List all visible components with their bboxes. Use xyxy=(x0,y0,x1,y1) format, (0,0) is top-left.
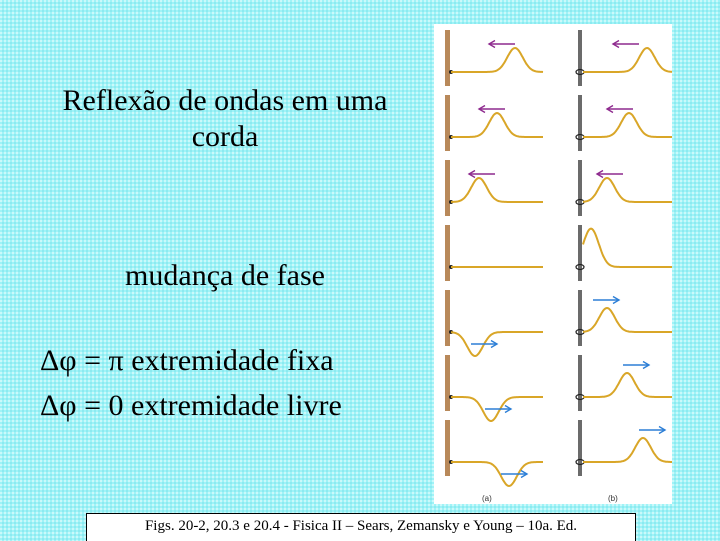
phase-value: π xyxy=(108,344,124,377)
wave-pulse xyxy=(583,111,672,138)
wave-pulse xyxy=(451,46,544,73)
arrow-head-icon xyxy=(605,104,614,114)
panel-a-label: (a) xyxy=(482,494,492,503)
slide-subtitle: mudança de fase xyxy=(125,259,325,292)
free-end-rod xyxy=(578,290,582,346)
free-end-rod xyxy=(578,355,582,411)
equals-sign: = xyxy=(76,389,109,422)
arrow-head-icon xyxy=(658,425,667,435)
wave-pulse xyxy=(582,306,672,333)
formula-fixed-end: Δφ = π extremidade fixa xyxy=(40,343,334,379)
fixed-end-wall xyxy=(445,420,450,476)
panel-a-fixed-end xyxy=(445,30,544,488)
fixed-end-wall xyxy=(445,290,450,346)
formula-label: extremidade livre xyxy=(123,389,342,422)
free-end-rod xyxy=(578,225,582,281)
equals-sign: = xyxy=(76,344,109,377)
free-end-rod xyxy=(578,420,582,476)
arrow-head-icon xyxy=(487,39,496,49)
wave-pulse xyxy=(583,371,672,398)
wave-pulse xyxy=(451,111,543,138)
fixed-end-wall xyxy=(445,225,450,281)
arrow-head-icon xyxy=(504,404,513,414)
phase-symbol: Δφ xyxy=(40,389,77,422)
phase-symbol: Δφ xyxy=(40,344,77,377)
figure-caption: Figs. 20-2, 20.3 e 20.4 - Fisica II – Se… xyxy=(86,513,636,541)
wave-reflection-figure: (a) (b) xyxy=(434,24,672,504)
fixed-end-wall xyxy=(445,95,450,151)
wave-pulse xyxy=(583,46,672,73)
free-end-rod xyxy=(578,30,582,86)
title-line-1: Reflexão de ondas em uma xyxy=(62,84,388,117)
arrow-head-icon xyxy=(520,469,529,479)
slide-title: Reflexão de ondas em uma corda xyxy=(20,83,430,155)
arrow-head-icon xyxy=(611,39,620,49)
wave-pulse xyxy=(582,227,672,268)
arrow-head-icon xyxy=(642,360,651,370)
wave-pulse xyxy=(451,461,543,488)
panel-b-free-end xyxy=(575,30,672,476)
phase-value: 0 xyxy=(108,389,124,422)
arrow-head-icon xyxy=(612,295,621,305)
wave-pulse xyxy=(582,176,672,203)
free-end-rod xyxy=(578,95,582,151)
title-line-2: corda xyxy=(191,120,259,153)
wave-pulse xyxy=(451,396,543,422)
fixed-end-wall xyxy=(445,30,450,86)
figure-canvas: (a) (b) xyxy=(445,30,672,503)
fixed-end-wall xyxy=(445,160,450,216)
free-end-rod xyxy=(578,160,582,216)
arrow-head-icon xyxy=(467,169,476,179)
panel-b-label: (b) xyxy=(608,494,618,503)
fixed-end-wall xyxy=(445,355,450,411)
wave-pulse xyxy=(583,436,672,463)
arrow-head-icon xyxy=(595,169,604,179)
arrow-head-icon xyxy=(477,104,486,114)
formula-free-end: Δφ = 0 extremidade livre xyxy=(40,388,342,424)
wave-pulse xyxy=(450,176,543,203)
arrow-head-icon xyxy=(490,339,499,349)
formula-label: extremidade fixa xyxy=(123,344,334,377)
sliding-ring xyxy=(575,263,585,271)
wave-pulse xyxy=(450,331,543,358)
